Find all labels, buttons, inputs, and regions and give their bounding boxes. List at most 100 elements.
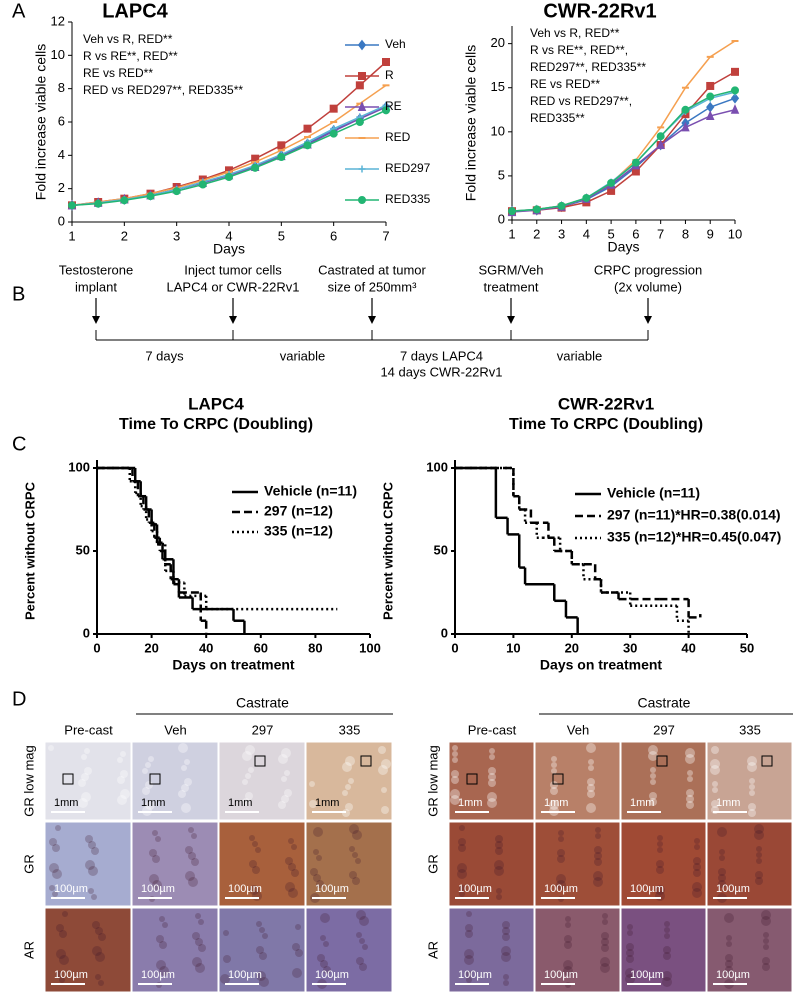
texture xyxy=(192,932,200,940)
texture xyxy=(323,966,331,974)
texture xyxy=(626,949,634,957)
texture xyxy=(718,868,726,876)
texture xyxy=(120,770,128,778)
texture xyxy=(185,846,193,854)
texture xyxy=(145,800,155,810)
marker xyxy=(355,118,364,126)
y-tick-label: 10 xyxy=(491,123,505,138)
texture xyxy=(249,885,259,895)
texture xyxy=(600,957,610,967)
x-axis-label: Days on treatment xyxy=(172,657,294,673)
texture xyxy=(464,949,474,959)
zoom-box xyxy=(656,755,668,767)
marker xyxy=(172,187,181,196)
event-label: (2x volume) xyxy=(614,279,682,294)
texture xyxy=(378,765,388,775)
annotation: RED297**, RED335** xyxy=(530,60,646,74)
scale-bar-label: 100µm xyxy=(544,883,578,895)
x-tick-label: 1 xyxy=(68,228,75,243)
texture xyxy=(657,841,663,847)
micrograph xyxy=(44,821,132,907)
texture xyxy=(223,955,231,963)
texture xyxy=(627,930,633,936)
texture xyxy=(725,954,733,962)
event-label: Testosterone xyxy=(59,262,133,277)
texture xyxy=(281,776,287,782)
zoom-box xyxy=(466,773,478,785)
series-line xyxy=(511,109,736,213)
texture xyxy=(162,922,168,928)
column-label: Pre-cast xyxy=(64,722,113,737)
texture xyxy=(242,779,248,785)
y-tick-label: 4 xyxy=(58,147,65,162)
texture xyxy=(762,957,770,965)
texture xyxy=(664,933,670,939)
y-axis-label: Percent without CRPC xyxy=(22,481,37,620)
texture xyxy=(459,885,465,891)
texture xyxy=(664,921,670,927)
texture xyxy=(288,838,294,844)
x-tick-label: 3 xyxy=(558,226,565,241)
texture xyxy=(626,955,634,963)
y-axis-label: Fold increase viable cells xyxy=(463,45,479,201)
texture xyxy=(313,874,321,882)
legend-label: 297 (n=12) xyxy=(264,503,333,519)
texture xyxy=(184,778,192,786)
texture xyxy=(381,806,389,814)
x-tick-label: 6 xyxy=(632,226,639,241)
x-tick-label: 5 xyxy=(278,228,285,243)
annotation: Veh vs R, RED** xyxy=(530,26,620,40)
texture xyxy=(496,894,502,900)
scale-bar-label: 100µm xyxy=(544,969,578,981)
zoom-box xyxy=(360,755,372,767)
texture xyxy=(95,952,105,962)
event-label: CRPC progression xyxy=(594,262,702,277)
texture xyxy=(349,824,359,834)
micrograph xyxy=(448,821,535,907)
y-tick-label: 6 xyxy=(58,113,65,128)
y-tick-label: 15 xyxy=(491,79,505,94)
x-tick-label: 2 xyxy=(121,228,128,243)
chart-subtitle: Time To CRPC (Doubling) xyxy=(509,416,703,433)
marker xyxy=(146,192,155,201)
texture xyxy=(594,858,602,866)
texture xyxy=(242,798,250,806)
texture xyxy=(724,913,734,923)
marker xyxy=(225,173,233,181)
texture xyxy=(323,941,329,947)
interval-label: 14 days CWR-22Rv1 xyxy=(380,364,502,379)
legend-label: Veh xyxy=(385,37,406,51)
texture xyxy=(501,946,511,956)
texture xyxy=(450,789,460,799)
texture xyxy=(625,974,635,984)
marker xyxy=(277,153,286,161)
texture xyxy=(81,773,89,781)
x-tick-label: 6 xyxy=(330,228,337,243)
series-line xyxy=(511,71,736,212)
texture xyxy=(295,949,303,957)
annotation: R vs RE**, RED**, xyxy=(530,43,628,57)
texture xyxy=(85,860,95,870)
texture xyxy=(359,916,369,926)
scale-bar-label: 100µm xyxy=(54,969,88,981)
texture xyxy=(649,798,657,806)
texture xyxy=(458,844,466,852)
texture xyxy=(362,944,368,950)
texture xyxy=(249,835,255,841)
column-label: Veh xyxy=(567,722,589,737)
texture xyxy=(91,847,99,855)
event-label: treatment xyxy=(484,279,539,294)
texture xyxy=(625,968,635,978)
texture xyxy=(159,941,167,949)
panel-label: B xyxy=(12,283,25,305)
texture xyxy=(155,836,161,842)
texture xyxy=(52,844,60,852)
texture xyxy=(648,751,658,761)
texture xyxy=(762,963,770,971)
texture xyxy=(256,971,266,981)
annotation: RED vs RED297**, xyxy=(530,94,632,108)
texture xyxy=(245,745,255,755)
row-label: GR low mag xyxy=(21,745,36,817)
texture xyxy=(685,754,695,764)
